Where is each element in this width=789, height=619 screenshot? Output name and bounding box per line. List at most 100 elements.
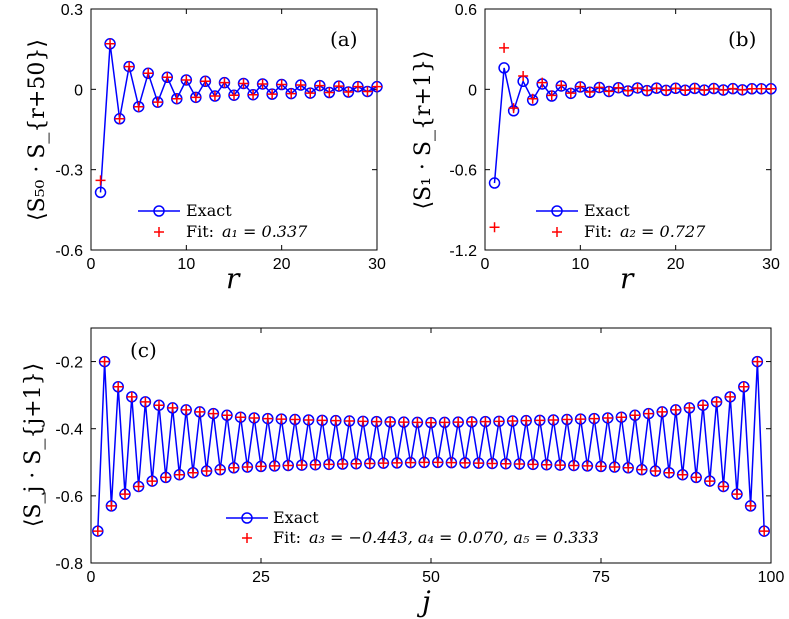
fit-point [689,83,700,94]
y-tick-label: 0 [74,82,83,99]
fit-point [575,414,586,425]
fit-point [392,457,402,468]
x-tick-label: 30 [368,256,386,273]
fit-point [548,414,559,425]
fit-point [133,101,144,112]
fit-point [352,81,363,92]
fit-point [541,459,552,470]
fit-point [286,88,297,99]
fit-point [453,417,464,428]
fit-point [589,413,600,424]
fit-point [248,89,259,100]
fit-point [310,459,321,470]
series-line-exact [99,43,378,193]
fit-point [351,458,362,469]
legend-fit-marker-a [154,227,164,237]
fit-point [514,459,525,470]
legend-fit-label-a: Fit: [186,222,214,241]
fit-point [661,85,672,96]
fit-point [480,416,491,427]
fit-point [623,85,633,96]
fit-point [594,82,605,93]
fit-point [256,461,266,472]
legend-exact-marker-c [241,512,253,524]
fit-point [385,416,396,427]
fit-point [106,500,117,511]
fit-point [419,457,430,468]
fit-point [718,481,729,492]
y-tick-label: -0.4 [55,422,83,439]
fit-point [746,83,757,94]
fit-point [174,469,185,480]
fit-point [680,85,691,96]
y-tick-label: 0 [468,82,477,99]
fit-point [528,459,538,470]
fit-point [194,406,205,417]
fit-point [113,381,124,392]
fit-point [732,489,742,500]
exact-point [488,177,501,189]
fit-point [657,406,668,417]
y-axis-label-a: ⟨S₅₀ · S_{r+50}⟩ [25,39,50,221]
fit-point [358,416,368,427]
fit-point [303,414,314,425]
fit-point [133,481,144,492]
y-tick-label: -0.2 [55,355,83,372]
fit-point [752,356,763,367]
fit-point [489,222,500,233]
fit-point [190,92,201,103]
fit-point [630,410,640,421]
fit-point [219,77,230,88]
fit-point [473,458,484,469]
y-tick-label: -1.2 [449,243,477,260]
fit-point [718,85,729,96]
fit-point [362,86,373,97]
fit-point [670,404,681,415]
x-tick-label: 20 [667,256,685,273]
fit-point [460,457,470,468]
fit-point [555,460,566,471]
fit-point [708,83,719,94]
legend-a: Exact Fit: a₁ = 0.337 [138,201,308,241]
fit-point [324,459,334,470]
fit-point [616,412,627,423]
fit-point [295,80,306,91]
y-tick-label: -0.6 [55,489,83,506]
fit-point [344,416,355,427]
fit-point [330,415,341,426]
series-line-exact [97,361,765,532]
fit-point [200,76,211,87]
fit-point [487,458,498,469]
fit-point [500,458,511,469]
fit-point [181,404,192,415]
fit-point [439,417,450,428]
y-tick-label: -0.6 [449,163,477,180]
fit-point [188,467,198,478]
fit-point [584,87,595,98]
fit-point [596,461,606,472]
fit-point [152,97,163,108]
x-tick-label: 10 [177,256,195,273]
x-tick-label: 20 [273,256,291,273]
legend-fit-marker-c [242,533,252,543]
fit-point [725,391,736,402]
panel-a: (a) r ⟨S₅₀ · S_{r+50}⟩ 0 10 20 30 0.3 0 -0.3 -0… [25,2,386,295]
x-tick-label: 10 [571,256,589,273]
fit-point [711,396,722,407]
fit-point [201,466,212,477]
y-tick-label: -0.6 [55,243,83,260]
y-axis-label-c: ⟨S_j · S_{j+1}⟩ [21,363,46,527]
fit-point [494,416,504,427]
fit-point [432,457,443,468]
fit-point [92,526,103,537]
fit-point [257,78,268,89]
fit-point [508,103,519,114]
fit-point [371,416,382,427]
fit-point [664,467,674,478]
fit-point [167,402,178,413]
fit-point [565,88,576,99]
legend-exact-label-a: Exact [186,201,232,220]
fit-point [405,457,416,468]
fit-point [181,74,192,85]
